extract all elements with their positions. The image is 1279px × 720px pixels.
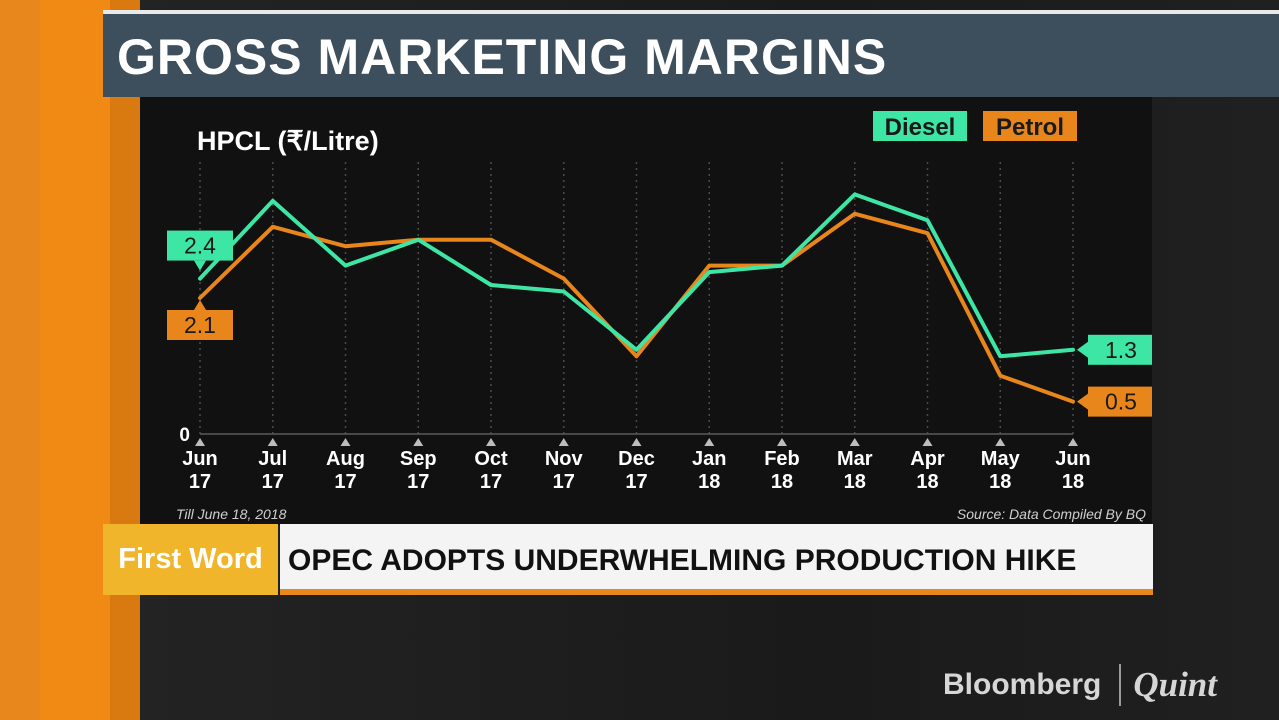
data-point-diesel	[344, 264, 347, 268]
ticker-tag: First Word	[103, 524, 278, 595]
callout-pointer	[194, 260, 206, 271]
data-point-petrol	[198, 296, 202, 300]
x-tick-marker	[777, 438, 787, 446]
data-point-petrol	[853, 212, 857, 216]
x-tick-marker	[558, 438, 569, 446]
data-point-diesel	[198, 277, 202, 281]
legend-petrol-box	[983, 111, 1077, 141]
x-tick-label: Mar 18	[837, 448, 873, 493]
ticker-headline: OPEC ADOPTS UNDERWHELMING PRODUCTION HIK…	[280, 524, 1153, 595]
callout-box-start-diesel	[167, 230, 233, 261]
data-point-petrol	[707, 264, 711, 268]
chart-title: HPCL (₹/Litre)	[197, 126, 379, 156]
data-point-diesel	[853, 192, 857, 196]
page-title: GROSS MARKETING MARGINS	[117, 29, 888, 85]
logo-quint: Quint	[1133, 665, 1217, 704]
x-tick-label: Dec 17	[618, 448, 655, 493]
news-ticker: First Word OPEC ADOPTS UNDERWHELMING PRO…	[103, 524, 1153, 602]
data-point-diesel	[489, 283, 493, 287]
data-point-diesel	[926, 218, 929, 222]
title-bar: GROSS MARKETING MARGINS	[103, 10, 1279, 97]
x-tick-label: Jun 18	[1055, 448, 1091, 493]
data-point-diesel	[998, 354, 1002, 358]
x-tick-label: Jun 17	[182, 448, 218, 493]
legend-diesel-label: Diesel	[885, 114, 956, 141]
background-stripe	[0, 0, 40, 720]
legend: Diesel Petrol	[873, 111, 1077, 141]
x-tick-label: Sep 17	[400, 448, 437, 493]
logo-bloomberg: Bloomberg	[943, 668, 1102, 701]
data-label-end-diesel: 1.3	[1105, 337, 1137, 363]
data-point-diesel	[271, 199, 275, 203]
chart-panel: 0 Jun 17 Jul 17 Aug 17 Sep 17 Oct 17 Nov 17 Dec 17 Jan 1…	[140, 97, 1152, 525]
data-point-diesel	[1071, 348, 1075, 352]
x-tick-label: Nov 17	[545, 448, 584, 493]
legend-diesel-box	[873, 111, 967, 141]
background-stripe	[110, 0, 140, 720]
x-tick-label: Jan 18	[692, 448, 726, 493]
footnote-date: Till June 18, 2018	[176, 506, 287, 522]
x-tick-label: Apr 18	[910, 448, 945, 493]
callout-box-start-petrol	[167, 310, 233, 340]
data-point-diesel	[707, 270, 711, 274]
x-tick-marker	[267, 438, 278, 446]
x-tick-marker	[849, 438, 860, 446]
data-point-diesel	[635, 348, 638, 352]
data-point-petrol	[635, 354, 638, 358]
data-point-petrol	[562, 277, 566, 281]
x-tick-marker	[486, 438, 496, 446]
y-tick-label: 0	[179, 425, 190, 446]
x-tick-marker	[195, 438, 205, 446]
x-tick-label: Aug 17	[326, 448, 365, 493]
x-tick-label: May 18	[981, 448, 1021, 493]
callout-pointer	[1077, 393, 1088, 410]
data-point-petrol	[998, 374, 1002, 378]
x-tick-marker	[631, 438, 642, 446]
footnote-source: Source: Data Compiled By BQ	[957, 506, 1146, 522]
callout-pointer	[194, 300, 206, 310]
x-tick-marker	[1068, 438, 1078, 446]
x-tick-label: Oct 17	[474, 448, 508, 493]
x-tick-marker	[704, 438, 715, 446]
data-point-petrol	[1071, 400, 1075, 404]
series-line-diesel	[198, 192, 1075, 359]
data-label-start-diesel: 2.4	[184, 233, 216, 259]
x-tick-marker	[413, 438, 424, 446]
data-point-diesel	[780, 264, 784, 268]
data-label-start-petrol: 2.1	[184, 312, 216, 338]
callout-pointer	[1077, 341, 1088, 358]
bloomberg-quint-logo: Bloomberg Quint	[943, 660, 1217, 710]
data-point-petrol	[489, 238, 493, 242]
data-point-petrol	[271, 225, 275, 229]
x-tick-label: Feb 18	[764, 448, 800, 493]
callout-box-end-diesel	[1088, 334, 1152, 365]
x-tick-marker	[995, 438, 1006, 446]
logo-divider	[1119, 664, 1122, 706]
background-stripe	[40, 0, 110, 720]
data-point-petrol	[344, 244, 347, 248]
x-tick-marker	[922, 438, 933, 446]
x-tick-marker	[340, 438, 351, 446]
data-point-diesel	[416, 238, 420, 242]
x-tick-label: Jul 17	[258, 448, 287, 493]
legend-petrol-label: Petrol	[996, 114, 1064, 141]
data-point-petrol	[926, 231, 929, 235]
data-point-diesel	[562, 290, 566, 294]
callout-box-end-petrol	[1088, 386, 1152, 417]
data-label-end-petrol: 0.5	[1105, 389, 1137, 415]
